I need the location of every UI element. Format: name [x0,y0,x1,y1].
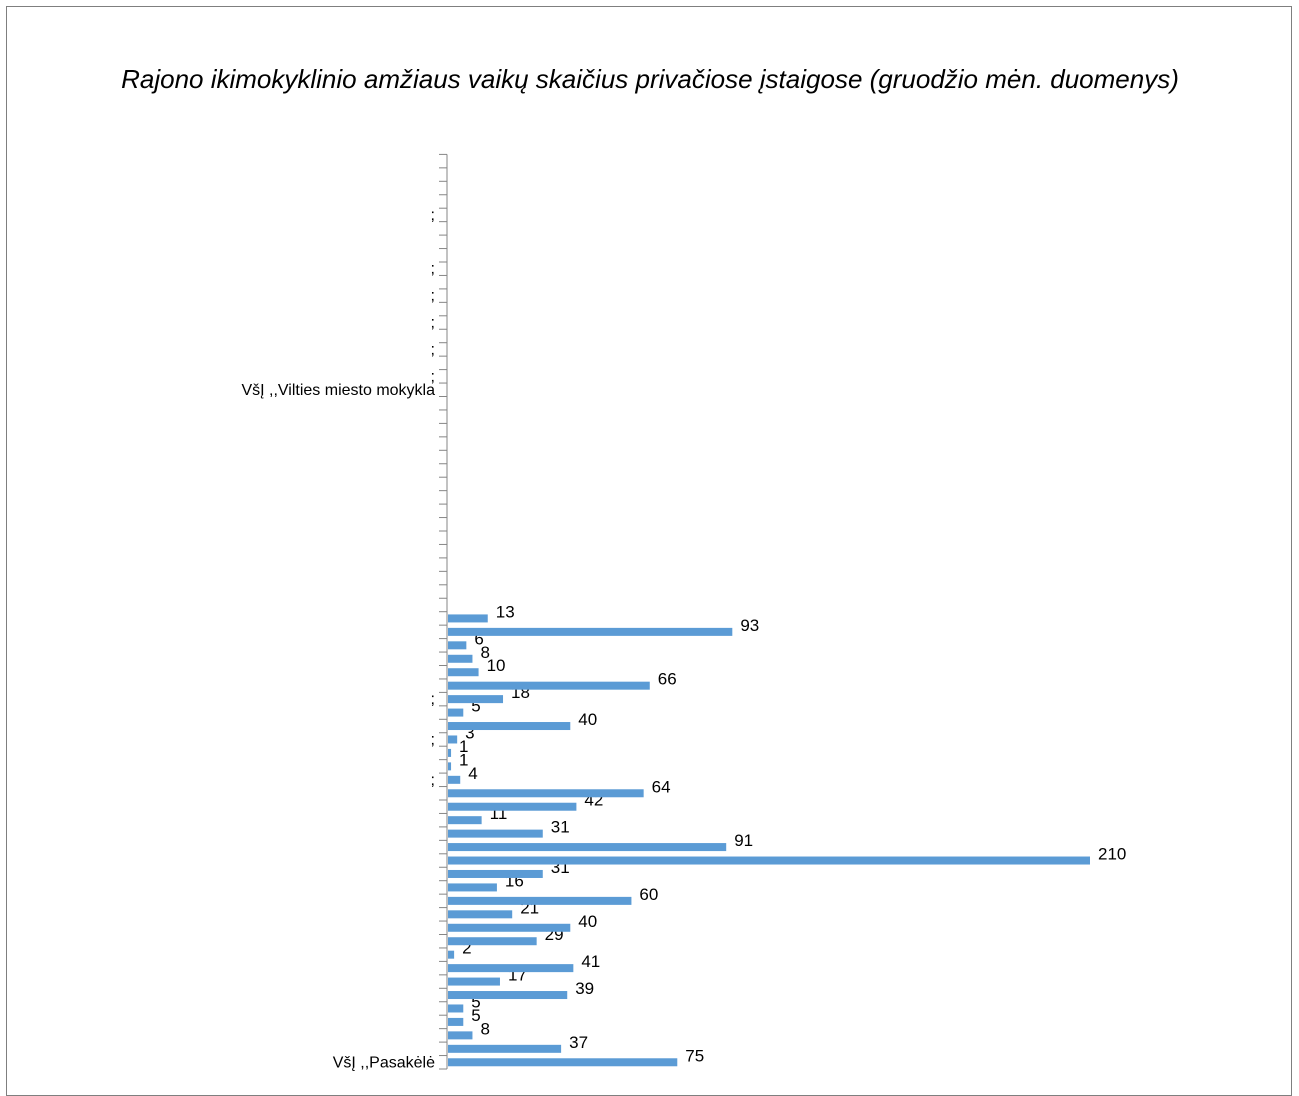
data-label: 41 [581,952,600,971]
bar [448,829,543,838]
bar [448,1044,562,1053]
data-label: 64 [652,777,671,796]
category-label: VšĮ ,,Pasakėlė [333,1054,435,1071]
data-label: 91 [734,831,753,850]
category-label: VšĮ ,,Vilties miesto mokykla [241,382,435,399]
data-label: 5 [471,992,480,1011]
category-label: ; [431,288,435,305]
bar [448,977,500,986]
bar [448,681,650,690]
bar [448,896,632,905]
bar [448,1058,678,1067]
data-label: 6 [474,629,483,648]
bar [448,708,464,717]
bar [448,923,571,932]
data-label: 4 [468,764,477,783]
bar [448,735,458,744]
bar [448,856,1090,865]
bar [448,762,452,771]
data-label: 8 [480,1019,489,1038]
bar [448,654,473,663]
data-label: 60 [639,885,658,904]
bar [448,816,482,825]
bar [448,991,568,1000]
bar [448,802,577,811]
bar [448,641,467,650]
data-label: 210 [1098,845,1126,864]
data-label: 66 [658,670,677,689]
bar [448,627,733,636]
data-label: 1 [459,750,468,769]
bar [448,748,452,757]
bar [448,614,488,623]
data-label: 39 [575,979,594,998]
data-label: 8 [480,643,489,662]
data-label: 75 [685,1046,704,1065]
category-label: ; [431,691,435,708]
data-label: 3 [465,723,474,742]
data-label: 5 [471,697,480,716]
bar [448,910,513,919]
bar [448,1031,473,1040]
bar [448,883,497,892]
category-label: ; [431,368,435,385]
data-label: 13 [496,602,515,621]
bar [448,722,571,731]
category-label: ; [431,207,435,224]
chart-title: Rajono ikimokyklinio amžiaus vaikų skaič… [121,64,1179,94]
data-label: 31 [551,818,570,837]
data-label: 37 [569,1033,588,1052]
data-label: 5 [471,1006,480,1025]
bar [448,950,455,959]
bar [448,869,543,878]
bar [448,775,461,784]
bar [448,843,727,852]
data-label: 1 [459,737,468,756]
bar [448,1017,464,1026]
data-label: 40 [578,710,597,729]
data-label: 93 [740,616,759,635]
category-label: ; [431,261,435,278]
bar [448,695,504,704]
category-label: ; [431,772,435,789]
category-label: ; [431,341,435,358]
data-label: 10 [487,656,506,675]
bar [448,668,479,677]
bar [448,789,644,798]
bar [448,1004,464,1013]
bar [448,937,537,946]
bar [448,964,574,973]
category-label: ; [431,315,435,332]
category-label: ; [431,731,435,748]
data-label: 2 [462,939,471,958]
data-label: 40 [578,912,597,931]
